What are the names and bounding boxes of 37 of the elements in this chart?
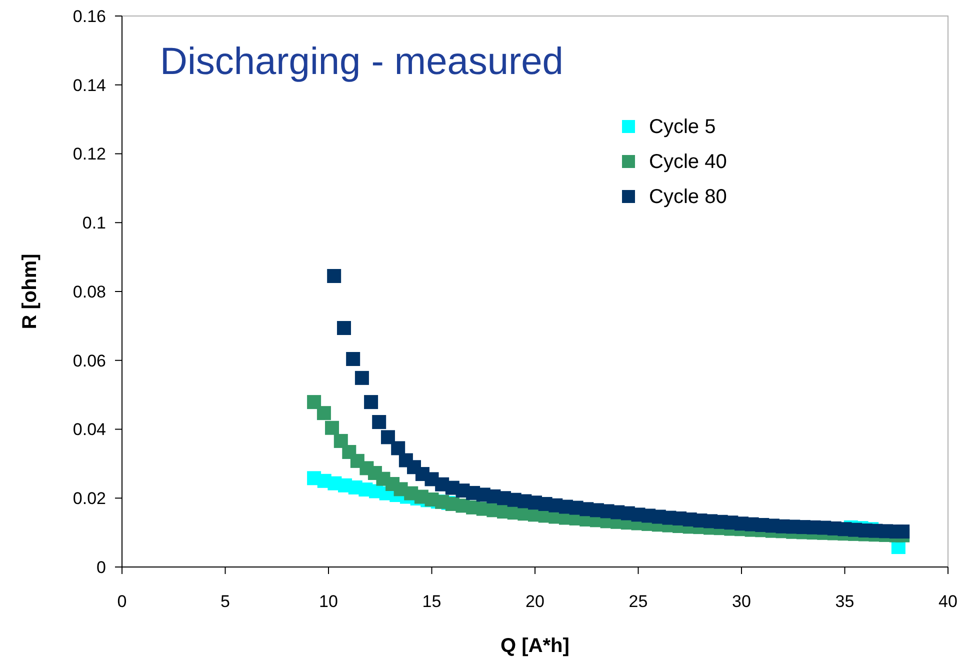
x-tick-label: 25 (628, 592, 648, 611)
x-tick-label: 40 (938, 592, 958, 611)
y-tick-label: 0.14 (72, 76, 106, 95)
y-tick-label: 0 (96, 558, 106, 577)
point (372, 415, 386, 430)
point (896, 524, 910, 539)
point (336, 321, 351, 336)
point (346, 352, 360, 366)
text: Discharging - measured (160, 41, 564, 83)
point (316, 406, 331, 420)
y-tick-label: 0.04 (72, 420, 106, 440)
legend-label: Cycle 40 (649, 151, 727, 173)
x-tick-label: 5 (220, 592, 230, 611)
point (354, 370, 369, 385)
x-tick-label: 30 (732, 592, 751, 611)
point (391, 441, 406, 456)
point (327, 269, 342, 284)
y-tick-label: 0.02 (72, 489, 106, 508)
legend-label: Cycle 5 (649, 116, 716, 138)
x-axis-title: Q [A*h] (500, 635, 570, 657)
x-tick-label: 15 (422, 592, 442, 611)
y-tick-label: 0.06 (72, 351, 106, 370)
point (325, 420, 340, 435)
y-tick-label: 0.16 (72, 6, 106, 26)
legend-label: Cycle 80 (649, 186, 727, 208)
y-tick-label: 0.1 (82, 214, 106, 233)
x-tick-label: 20 (526, 592, 544, 611)
x-tick-label: 35 (835, 592, 854, 611)
y-axis-title: R [ohm] (19, 254, 41, 330)
x-tick-label: 10 (319, 592, 338, 611)
point (307, 395, 322, 410)
x-tick-label: 0 (117, 592, 127, 611)
y-tick-label: 0.08 (72, 282, 106, 302)
point (334, 434, 348, 448)
point (364, 395, 378, 410)
point (380, 430, 395, 444)
y-tick-label: 0.12 (72, 144, 106, 164)
